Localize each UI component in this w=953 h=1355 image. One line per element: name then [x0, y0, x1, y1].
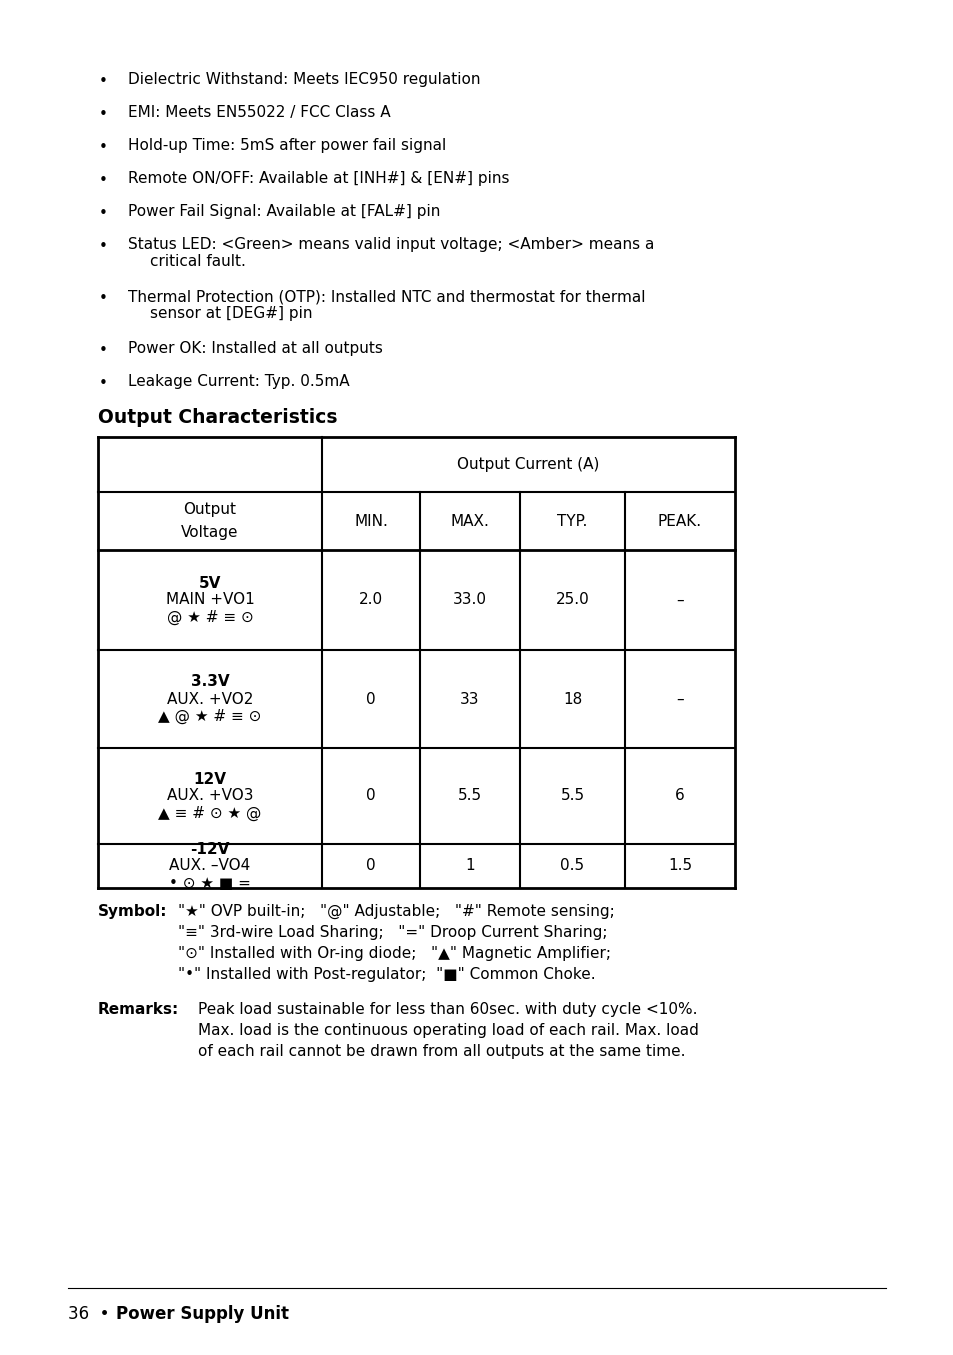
Text: 36  •: 36 • [68, 1305, 120, 1322]
Text: Remote ON/OFF: Available at [INH#] & [EN#] pins: Remote ON/OFF: Available at [INH#] & [EN… [128, 171, 509, 186]
Text: Thermal Protection (OTP): Installed NTC and thermostat for thermal: Thermal Protection (OTP): Installed NTC … [128, 289, 645, 304]
Text: 5.5: 5.5 [457, 789, 481, 804]
Text: PEAK.: PEAK. [658, 514, 701, 528]
Text: -12V: -12V [190, 841, 230, 856]
Text: 33: 33 [459, 691, 479, 706]
Text: 0.5: 0.5 [559, 859, 584, 874]
Text: 5.5: 5.5 [559, 789, 584, 804]
Text: 0: 0 [366, 859, 375, 874]
Text: 1.5: 1.5 [667, 859, 691, 874]
Text: Output
Voltage: Output Voltage [181, 503, 238, 539]
Text: AUX. +VO3: AUX. +VO3 [167, 789, 253, 804]
Text: 0: 0 [366, 691, 375, 706]
Text: "⊙" Installed with Or-ing diode;   "▲" Magnetic Amplifier;: "⊙" Installed with Or-ing diode; "▲" Mag… [178, 946, 610, 961]
Text: 6: 6 [675, 789, 684, 804]
Text: –: – [676, 592, 683, 607]
Text: sensor at [DEG#] pin: sensor at [DEG#] pin [150, 306, 313, 321]
Text: •: • [98, 173, 108, 188]
Text: 2.0: 2.0 [358, 592, 383, 607]
Text: 25.0: 25.0 [555, 592, 589, 607]
Text: Peak load sustainable for less than 60sec. with duty cycle <10%.: Peak load sustainable for less than 60se… [198, 1001, 697, 1018]
Text: 33.0: 33.0 [453, 592, 486, 607]
Text: 18: 18 [562, 691, 581, 706]
Text: •: • [98, 75, 108, 89]
Text: AUX. +VO2: AUX. +VO2 [167, 691, 253, 706]
Text: ▲ @ ★ # ≡ ⊙: ▲ @ ★ # ≡ ⊙ [158, 709, 261, 724]
Text: •: • [98, 238, 108, 253]
Text: Max. load is the continuous operating load of each rail. Max. load: Max. load is the continuous operating lo… [198, 1023, 699, 1038]
Text: 0: 0 [366, 789, 375, 804]
Text: AUX. –VO4: AUX. –VO4 [170, 859, 251, 874]
Text: Symbol:: Symbol: [98, 904, 168, 919]
Text: Power Fail Signal: Available at [FAL#] pin: Power Fail Signal: Available at [FAL#] p… [128, 205, 440, 220]
Text: •: • [98, 343, 108, 358]
Text: "≡" 3rd-wire Load Sharing;   "=" Droop Current Sharing;: "≡" 3rd-wire Load Sharing; "=" Droop Cur… [178, 925, 607, 940]
Text: 12V: 12V [193, 771, 226, 786]
Text: 5V: 5V [198, 576, 221, 591]
Text: •: • [98, 107, 108, 122]
Text: critical fault.: critical fault. [150, 253, 246, 270]
Text: ▲ ≡ # ⊙ ★ @: ▲ ≡ # ⊙ ★ @ [158, 805, 261, 821]
Text: –: – [676, 691, 683, 706]
Text: • ⊙ ★ ■ =: • ⊙ ★ ■ = [169, 875, 251, 890]
Text: of each rail cannot be drawn from all outputs at the same time.: of each rail cannot be drawn from all ou… [198, 1043, 685, 1060]
Text: Power OK: Installed at all outputs: Power OK: Installed at all outputs [128, 341, 382, 356]
Text: "★" OVP built-in;   "@" Adjustable;   "#" Remote sensing;: "★" OVP built-in; "@" Adjustable; "#" Re… [178, 904, 614, 919]
Text: EMI: Meets EN55022 / FCC Class A: EMI: Meets EN55022 / FCC Class A [128, 104, 390, 121]
Text: Leakage Current: Typ. 0.5mA: Leakage Current: Typ. 0.5mA [128, 374, 349, 389]
Text: Remarks:: Remarks: [98, 1001, 179, 1018]
Text: •: • [98, 140, 108, 154]
Text: •: • [98, 291, 108, 306]
Text: 3.3V: 3.3V [191, 675, 229, 690]
Text: "•" Installed with Post-regulator;  "■" Common Choke.: "•" Installed with Post-regulator; "■" C… [178, 967, 595, 982]
Text: MAX.: MAX. [450, 514, 489, 528]
Text: Power Supply Unit: Power Supply Unit [116, 1305, 289, 1322]
Text: @ ★ # ≡ ⊙: @ ★ # ≡ ⊙ [167, 610, 253, 625]
Text: Status LED: <Green> means valid input voltage; <Amber> means a: Status LED: <Green> means valid input vo… [128, 237, 654, 252]
Text: MAIN +VO1: MAIN +VO1 [166, 592, 254, 607]
Text: Output Characteristics: Output Characteristics [98, 408, 337, 427]
Text: •: • [98, 206, 108, 221]
Text: Dielectric Withstand: Meets IEC950 regulation: Dielectric Withstand: Meets IEC950 regul… [128, 72, 480, 87]
Text: •: • [98, 375, 108, 392]
Text: Output Current (A): Output Current (A) [456, 457, 599, 472]
Text: MIN.: MIN. [354, 514, 388, 528]
Text: Hold-up Time: 5mS after power fail signal: Hold-up Time: 5mS after power fail signa… [128, 138, 446, 153]
Text: TYP.: TYP. [557, 514, 587, 528]
Text: 1: 1 [465, 859, 475, 874]
